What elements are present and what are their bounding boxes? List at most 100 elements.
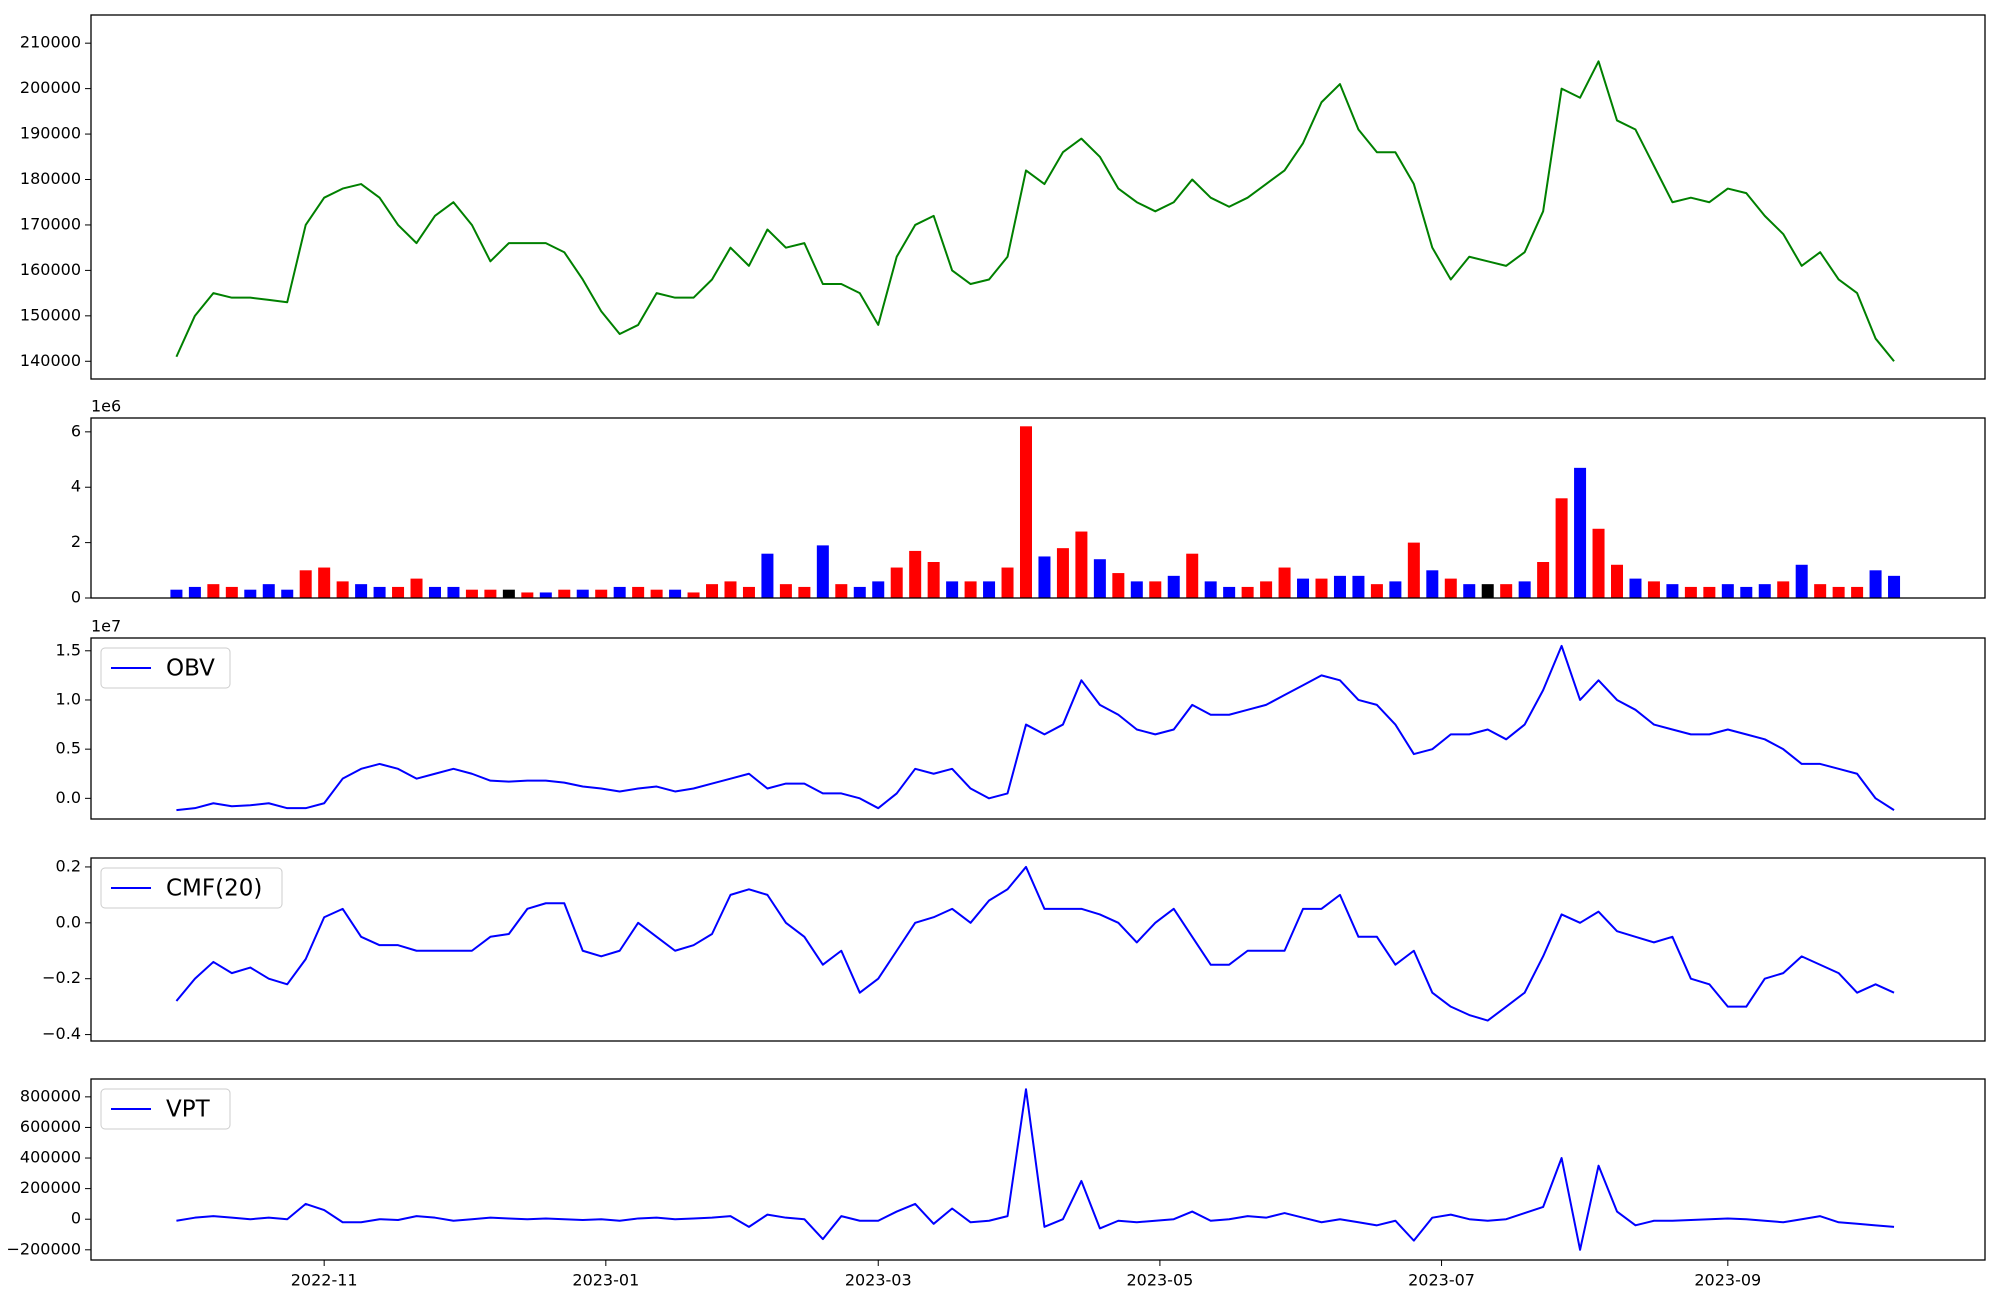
y-tick-label: 0.0 <box>56 788 81 807</box>
legend-label: OBV <box>166 656 215 682</box>
bar <box>576 589 589 598</box>
y-tick-label: 400000 <box>20 1148 81 1167</box>
legend-label: CMF(20) <box>166 876 262 902</box>
x-tick-label: 2023-05 <box>1126 1271 1193 1290</box>
bar <box>207 584 220 598</box>
bar <box>1518 581 1531 598</box>
bar <box>1241 586 1254 598</box>
bar <box>1038 556 1051 598</box>
bar <box>1592 528 1605 598</box>
bar <box>1740 586 1753 598</box>
bar <box>1130 581 1143 598</box>
bar <box>946 581 959 598</box>
axis-offset-label: 1e7 <box>91 617 121 636</box>
bar <box>1260 581 1273 598</box>
bar <box>1537 562 1550 598</box>
bar <box>1666 584 1679 598</box>
y-tick-label: 0.5 <box>56 739 81 758</box>
bar <box>410 578 423 598</box>
y-tick-label: 160000 <box>20 260 81 279</box>
y-tick-label: 0 <box>71 588 81 607</box>
bar <box>1555 498 1568 598</box>
y-tick-label: 600000 <box>20 1117 81 1136</box>
axes-frame <box>90 857 1986 1042</box>
axes-frame <box>90 637 1986 820</box>
y-tick-label: 1.0 <box>56 689 81 708</box>
bar <box>170 589 183 598</box>
bar <box>1444 578 1457 598</box>
bar <box>1407 542 1420 598</box>
bar <box>761 553 774 598</box>
bar <box>1426 570 1439 598</box>
bar <box>1647 581 1660 598</box>
axes-frame <box>90 1078 1986 1261</box>
bar <box>1869 570 1882 598</box>
bar <box>1888 575 1901 598</box>
y-tick-label: 2 <box>71 532 81 551</box>
bar <box>1112 573 1125 598</box>
y-tick-label: −200000 <box>7 1239 81 1258</box>
y-tick-label: 190000 <box>20 124 81 143</box>
bar <box>244 589 257 598</box>
bar <box>1149 581 1162 598</box>
axis-offset-label: 1e6 <box>91 397 121 416</box>
bar <box>1777 581 1790 598</box>
bar <box>853 586 866 598</box>
bar <box>613 586 626 598</box>
legend-box <box>100 867 283 909</box>
bar <box>650 589 663 598</box>
bar <box>539 592 552 598</box>
x-tick-label: 2023-07 <box>1408 1271 1475 1290</box>
bar <box>927 562 940 598</box>
x-tick-label: 2023-09 <box>1694 1271 1761 1290</box>
bar <box>1278 567 1291 598</box>
bar <box>1703 586 1716 598</box>
bar <box>724 581 737 598</box>
bar <box>1001 567 1014 598</box>
legend-box <box>100 647 231 689</box>
bar <box>1814 584 1827 598</box>
bar <box>909 550 922 598</box>
bar <box>1333 575 1346 598</box>
data-line <box>176 644 1895 812</box>
y-tick-label: 800000 <box>20 1086 81 1105</box>
bar <box>188 586 201 598</box>
y-tick-label: 150000 <box>20 305 81 324</box>
y-tick-label: 6 <box>71 421 81 440</box>
bar <box>447 586 460 598</box>
bar <box>1463 584 1476 598</box>
y-tick-label: 4 <box>71 477 81 496</box>
bar <box>465 589 478 598</box>
bar <box>484 589 497 598</box>
bar <box>1352 575 1365 598</box>
bar <box>1481 584 1494 598</box>
y-tick-label: 140000 <box>20 351 81 370</box>
bar <box>1795 564 1808 598</box>
bar <box>1370 584 1383 598</box>
bar <box>355 584 368 598</box>
y-tick-label: 200000 <box>20 1178 81 1197</box>
data-line <box>175 60 1895 362</box>
bar <box>336 581 349 598</box>
bar <box>872 581 885 598</box>
bar <box>1389 581 1402 598</box>
bar <box>1611 564 1624 598</box>
axes-frame <box>90 14 1986 380</box>
y-tick-label: 1.5 <box>56 640 81 659</box>
bar <box>632 586 645 598</box>
bar <box>281 589 294 598</box>
bar <box>521 592 534 598</box>
bar <box>299 570 312 598</box>
bar <box>1204 581 1217 598</box>
y-tick-label: −0.4 <box>42 1024 81 1043</box>
legend-label: VPT <box>166 1097 211 1123</box>
y-tick-label: −0.2 <box>42 968 81 987</box>
bar <box>1832 586 1845 598</box>
bar <box>1186 553 1199 598</box>
bar <box>1297 578 1310 598</box>
y-tick-label: 170000 <box>20 214 81 233</box>
bar <box>669 589 682 598</box>
bar <box>1315 578 1328 598</box>
